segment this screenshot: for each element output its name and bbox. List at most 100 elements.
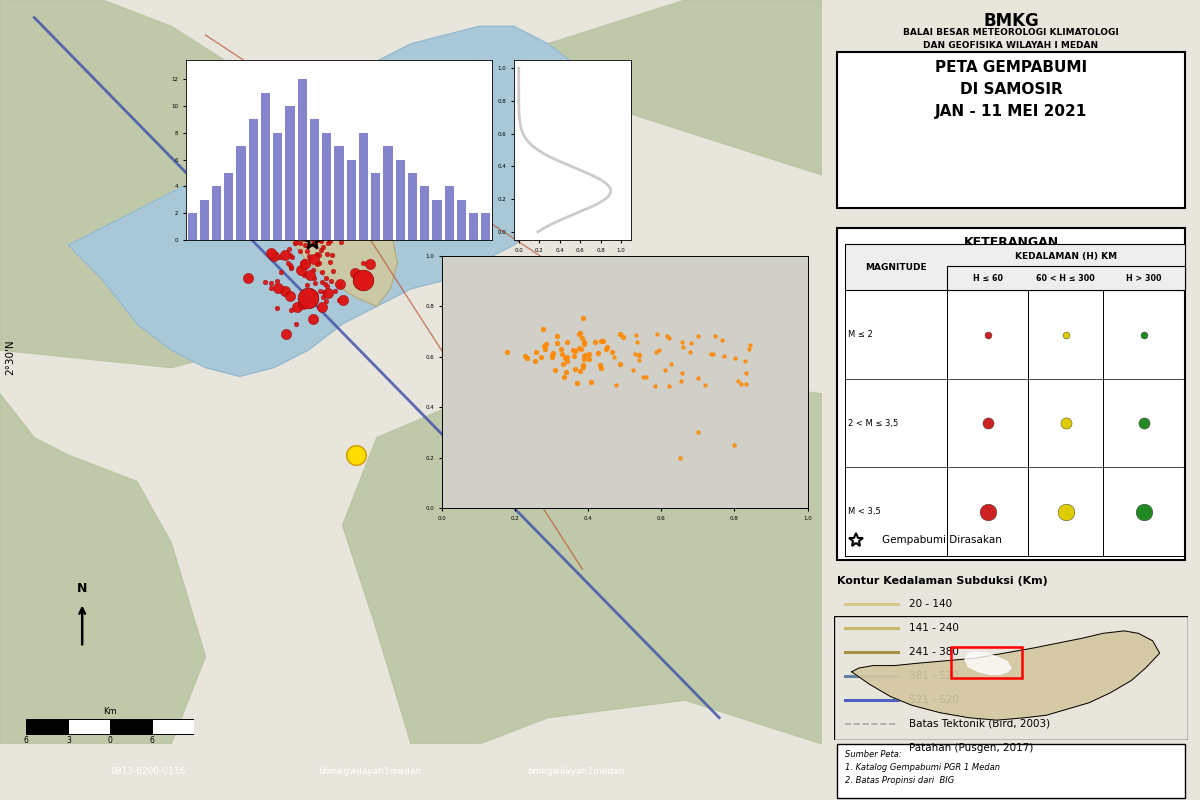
Point <box>696 378 715 391</box>
Bar <box>68 718 110 734</box>
Point <box>572 359 592 372</box>
Bar <box>371 173 380 240</box>
Point <box>275 227 294 240</box>
Point <box>325 218 344 230</box>
Point <box>706 330 725 343</box>
Point <box>294 210 313 223</box>
Point <box>689 371 708 384</box>
Point <box>725 352 744 365</box>
Bar <box>236 146 246 240</box>
Point <box>286 237 305 250</box>
Point <box>310 256 329 269</box>
Point <box>298 245 317 258</box>
Point <box>312 301 331 314</box>
Point <box>294 260 313 273</box>
Point <box>680 346 700 358</box>
Point <box>740 338 760 351</box>
Point <box>313 190 332 202</box>
Point <box>672 335 691 348</box>
Point <box>527 346 546 358</box>
Point <box>565 345 584 358</box>
Point <box>360 258 379 270</box>
Point <box>672 374 691 387</box>
Point <box>646 379 665 392</box>
Point <box>332 294 352 306</box>
Point <box>299 291 318 304</box>
Point <box>563 343 582 356</box>
Point <box>659 332 678 345</box>
Point <box>317 279 336 292</box>
Text: N: N <box>77 582 88 595</box>
Point <box>660 379 679 392</box>
Point <box>310 249 329 262</box>
Point <box>287 235 306 248</box>
Point <box>292 214 311 226</box>
Point <box>298 279 317 292</box>
Bar <box>274 133 282 240</box>
Text: M < 3,5: M < 3,5 <box>848 507 881 516</box>
Point <box>282 262 301 274</box>
Point <box>590 358 610 371</box>
Point <box>304 238 323 250</box>
Point <box>312 243 331 256</box>
Point <box>299 195 318 208</box>
Point <box>316 272 335 285</box>
Point <box>533 322 552 335</box>
Point <box>580 347 599 360</box>
Point <box>689 330 708 342</box>
Text: Kontur Kedalaman Subduksi (Km): Kontur Kedalaman Subduksi (Km) <box>838 576 1048 586</box>
Point <box>284 98 304 111</box>
Polygon shape <box>0 394 205 744</box>
Point <box>312 266 331 278</box>
Point <box>322 195 341 208</box>
Point <box>682 336 701 349</box>
Text: bbmkgwilayah1medan: bbmkgwilayah1medan <box>318 766 421 776</box>
Point <box>630 354 649 367</box>
Point <box>526 354 545 367</box>
Point <box>278 257 298 270</box>
Point <box>294 255 313 268</box>
Bar <box>322 133 331 240</box>
Bar <box>838 744 1184 798</box>
Point <box>575 350 594 362</box>
Point <box>604 350 623 363</box>
Point <box>305 271 324 284</box>
Point <box>547 330 566 342</box>
Point <box>318 141 337 154</box>
Point <box>570 328 589 341</box>
Text: 20 - 140: 20 - 140 <box>908 599 952 609</box>
Polygon shape <box>0 0 308 368</box>
Point <box>576 348 595 361</box>
Point <box>319 214 338 226</box>
Point <box>323 187 342 200</box>
Point <box>343 170 362 183</box>
Point <box>276 328 295 341</box>
Point <box>281 261 300 274</box>
Polygon shape <box>445 0 822 175</box>
Point <box>292 159 311 172</box>
Point <box>574 311 593 324</box>
Point <box>282 303 301 316</box>
Point <box>534 340 553 353</box>
Point <box>628 336 647 349</box>
Point <box>574 352 593 365</box>
Point <box>271 266 290 278</box>
Text: KEDALAMAN (H) KM: KEDALAMAN (H) KM <box>1015 251 1117 261</box>
Point <box>569 342 588 354</box>
Point <box>607 379 626 392</box>
Point <box>586 335 605 348</box>
Point <box>532 350 551 363</box>
Point <box>278 204 298 217</box>
Polygon shape <box>965 652 1010 674</box>
Point <box>295 258 314 270</box>
Point <box>295 238 314 251</box>
Point <box>317 247 336 260</box>
Text: 381 - 520: 381 - 520 <box>908 671 959 681</box>
Point <box>323 265 342 278</box>
Point <box>572 332 592 345</box>
Point <box>282 214 301 226</box>
Point <box>310 230 329 242</box>
Point <box>282 173 301 186</box>
Point <box>281 249 300 262</box>
Point <box>305 230 324 243</box>
